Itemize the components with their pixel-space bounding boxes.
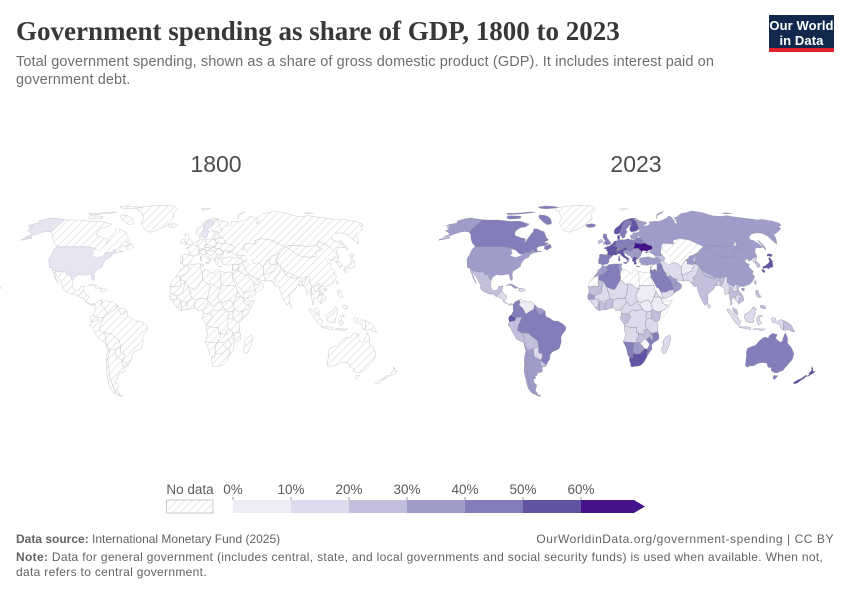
svg-text:0%: 0%: [223, 482, 243, 497]
svg-text:60%: 60%: [567, 482, 594, 497]
svg-text:30%: 30%: [393, 482, 420, 497]
svg-text:50%: 50%: [509, 482, 536, 497]
svg-text:10%: 10%: [277, 482, 304, 497]
svg-text:40%: 40%: [451, 482, 478, 497]
svg-text:20%: 20%: [335, 482, 362, 497]
svg-text:No data: No data: [166, 482, 214, 497]
